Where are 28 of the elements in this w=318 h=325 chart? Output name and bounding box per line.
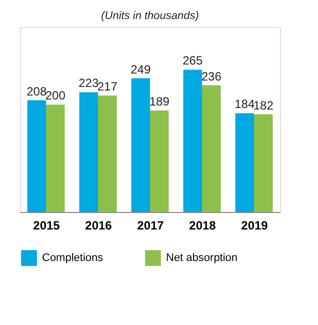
x-tick-label: 2018: [189, 218, 216, 232]
x-tick-label: 2016: [85, 218, 112, 232]
data-label: 200: [45, 88, 66, 103]
data-label: 208: [26, 84, 47, 98]
x-tick-label: 2017: [137, 218, 164, 232]
bar: [202, 85, 221, 212]
legend-label: Completions: [42, 252, 104, 264]
bar: [131, 78, 150, 212]
bar: [235, 113, 254, 212]
legend-label: Net absorption: [166, 252, 238, 264]
x-tick-label: 2019: [241, 218, 268, 232]
bar: [98, 95, 117, 212]
bar: [27, 100, 46, 212]
data-label: 223: [78, 76, 99, 90]
bar: [79, 92, 98, 212]
x-tick-label: 2015: [33, 218, 60, 232]
bar: [183, 70, 202, 212]
data-label: 182: [253, 98, 274, 112]
data-label: 189: [149, 94, 170, 109]
chart-title: (Units in thousands): [101, 10, 200, 22]
data-label: 184: [234, 97, 255, 112]
data-label: 236: [201, 69, 222, 84]
bar: [46, 104, 65, 212]
bar: [254, 114, 273, 212]
data-label: 265: [182, 54, 203, 68]
bar: [150, 110, 169, 212]
data-label: 249: [130, 62, 151, 76]
data-label: 217: [97, 79, 118, 94]
